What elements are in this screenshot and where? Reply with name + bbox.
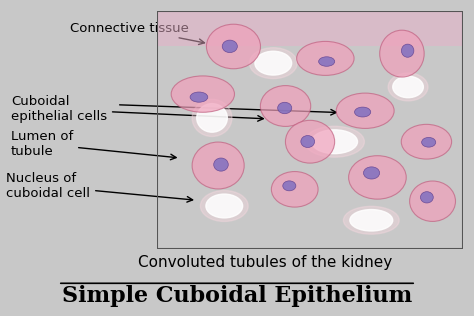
Text: Lumen of
tubule: Lumen of tubule [11,130,176,160]
Text: Cuboidal
epithelial cells: Cuboidal epithelial cells [11,95,263,124]
Text: Convoluted tubules of the kidney: Convoluted tubules of the kidney [138,255,392,270]
Text: Nucleus of
cuboidal cell: Nucleus of cuboidal cell [6,172,192,202]
Text: Simple Cuboidal Epithelium: Simple Cuboidal Epithelium [62,285,412,307]
Text: Connective tissue: Connective tissue [70,21,204,45]
